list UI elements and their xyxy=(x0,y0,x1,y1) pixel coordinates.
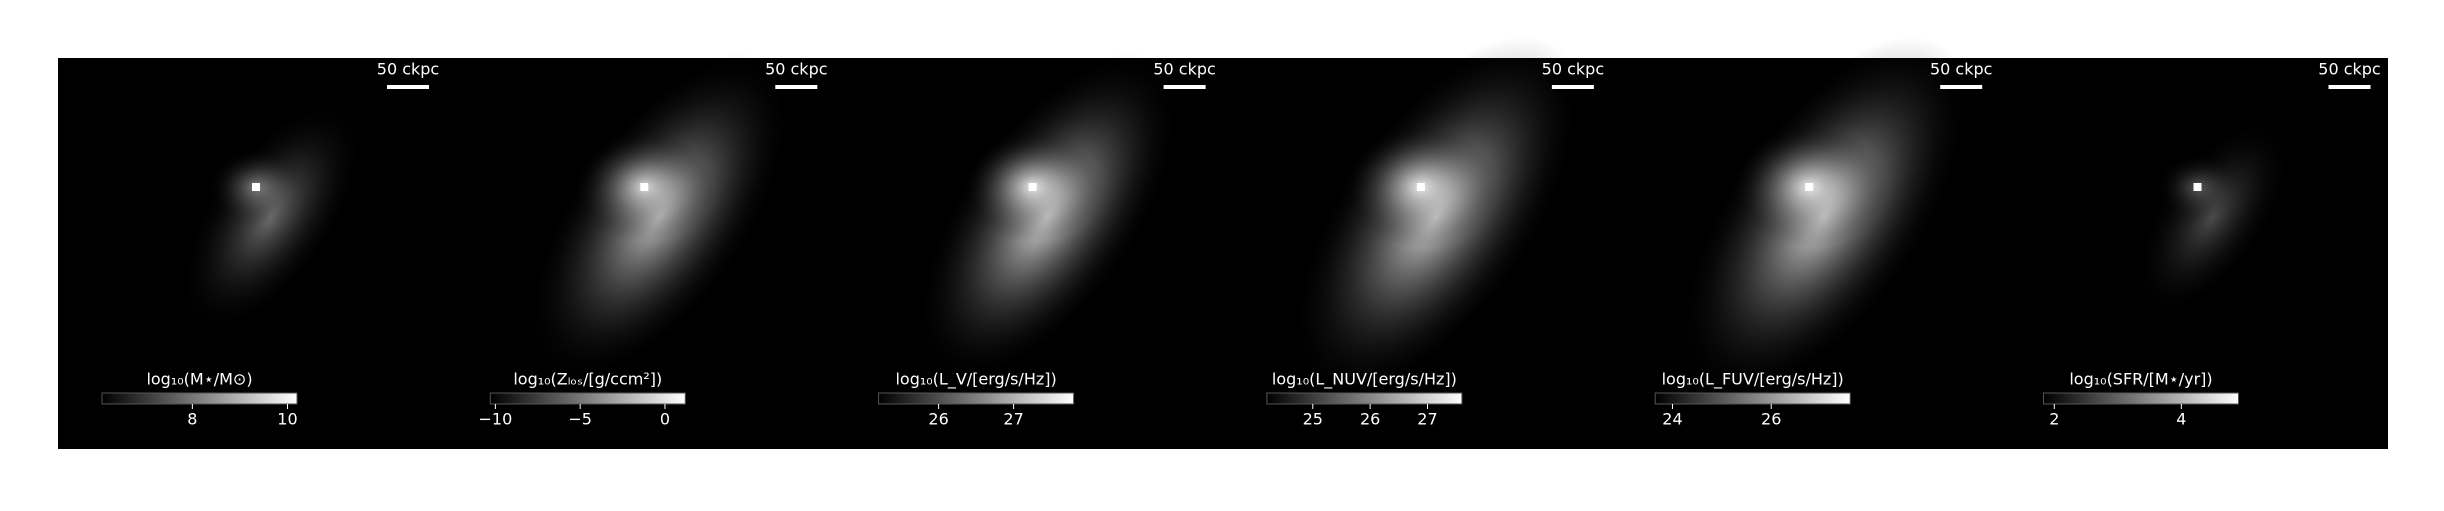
colorbar-tick-label: 2 xyxy=(2049,410,2059,429)
image-center xyxy=(1416,183,1425,191)
colorbar xyxy=(1266,392,1463,405)
colorbar xyxy=(489,392,686,405)
colorbar-tick-label: 10 xyxy=(277,410,297,429)
colorbar-tick-label: 27 xyxy=(1003,410,1023,429)
colorbar xyxy=(878,392,1075,405)
colorbar-tick-label: 26 xyxy=(1761,410,1781,429)
colorbar xyxy=(2043,392,2239,405)
colorbar-label: log₁₀(L_FUV/[erg/s/Hz]) xyxy=(1662,370,1844,390)
scale-bar-label: 50 ckpc xyxy=(1930,60,1992,79)
colorbar-tick-label: 25 xyxy=(1303,410,1323,429)
scale-bar xyxy=(775,85,818,89)
scale-bar xyxy=(1551,85,1594,89)
scale-bar-label: 50 ckpc xyxy=(2318,60,2380,79)
colorbar-tick-label: 26 xyxy=(928,410,948,429)
colorbar-tick-label: 27 xyxy=(1417,410,1437,429)
colorbar-tick-label: −10 xyxy=(479,410,513,429)
colorbar-tick-label: −5 xyxy=(568,410,592,429)
colorbar-tick-label: 8 xyxy=(187,410,197,429)
colorbar xyxy=(1654,392,1851,405)
colorbar-label: log₁₀(M⋆/M⊙) xyxy=(146,370,252,389)
colorbar-label: log₁₀(L_NUV/[erg/s/Hz]) xyxy=(1272,370,1457,390)
colorbar-label: log₁₀(SFR/[M⋆/yr]) xyxy=(2069,370,2212,389)
scale-bar-label: 50 ckpc xyxy=(765,60,827,79)
image-center xyxy=(1805,183,1814,191)
image-center xyxy=(1028,183,1037,191)
scale-bar xyxy=(2328,85,2371,89)
colorbar-tick-label: 0 xyxy=(660,410,670,429)
scale-bar xyxy=(1940,85,1983,89)
image-center xyxy=(2193,183,2202,191)
image-center xyxy=(640,183,649,191)
scale-bar-label: 50 ckpc xyxy=(1542,60,1604,79)
colorbar-tick-label: 4 xyxy=(2176,410,2186,429)
image-center xyxy=(252,183,260,191)
background xyxy=(58,58,2388,449)
colorbar-label: log₁₀(Zₗₒₛ/[g/ccm²]) xyxy=(513,370,662,389)
colorbar-label: log₁₀(L_V/[erg/s/Hz]) xyxy=(895,370,1056,390)
colorbar-tick-label: 26 xyxy=(1360,410,1380,429)
colorbar-tick-label: 24 xyxy=(1662,410,1682,429)
scale-bar xyxy=(1163,85,1206,89)
colorbar xyxy=(101,392,298,405)
scale-bar-label: 50 ckpc xyxy=(1153,60,1215,79)
scale-bar-label: 50 ckpc xyxy=(377,60,439,79)
scale-bar xyxy=(387,85,429,89)
